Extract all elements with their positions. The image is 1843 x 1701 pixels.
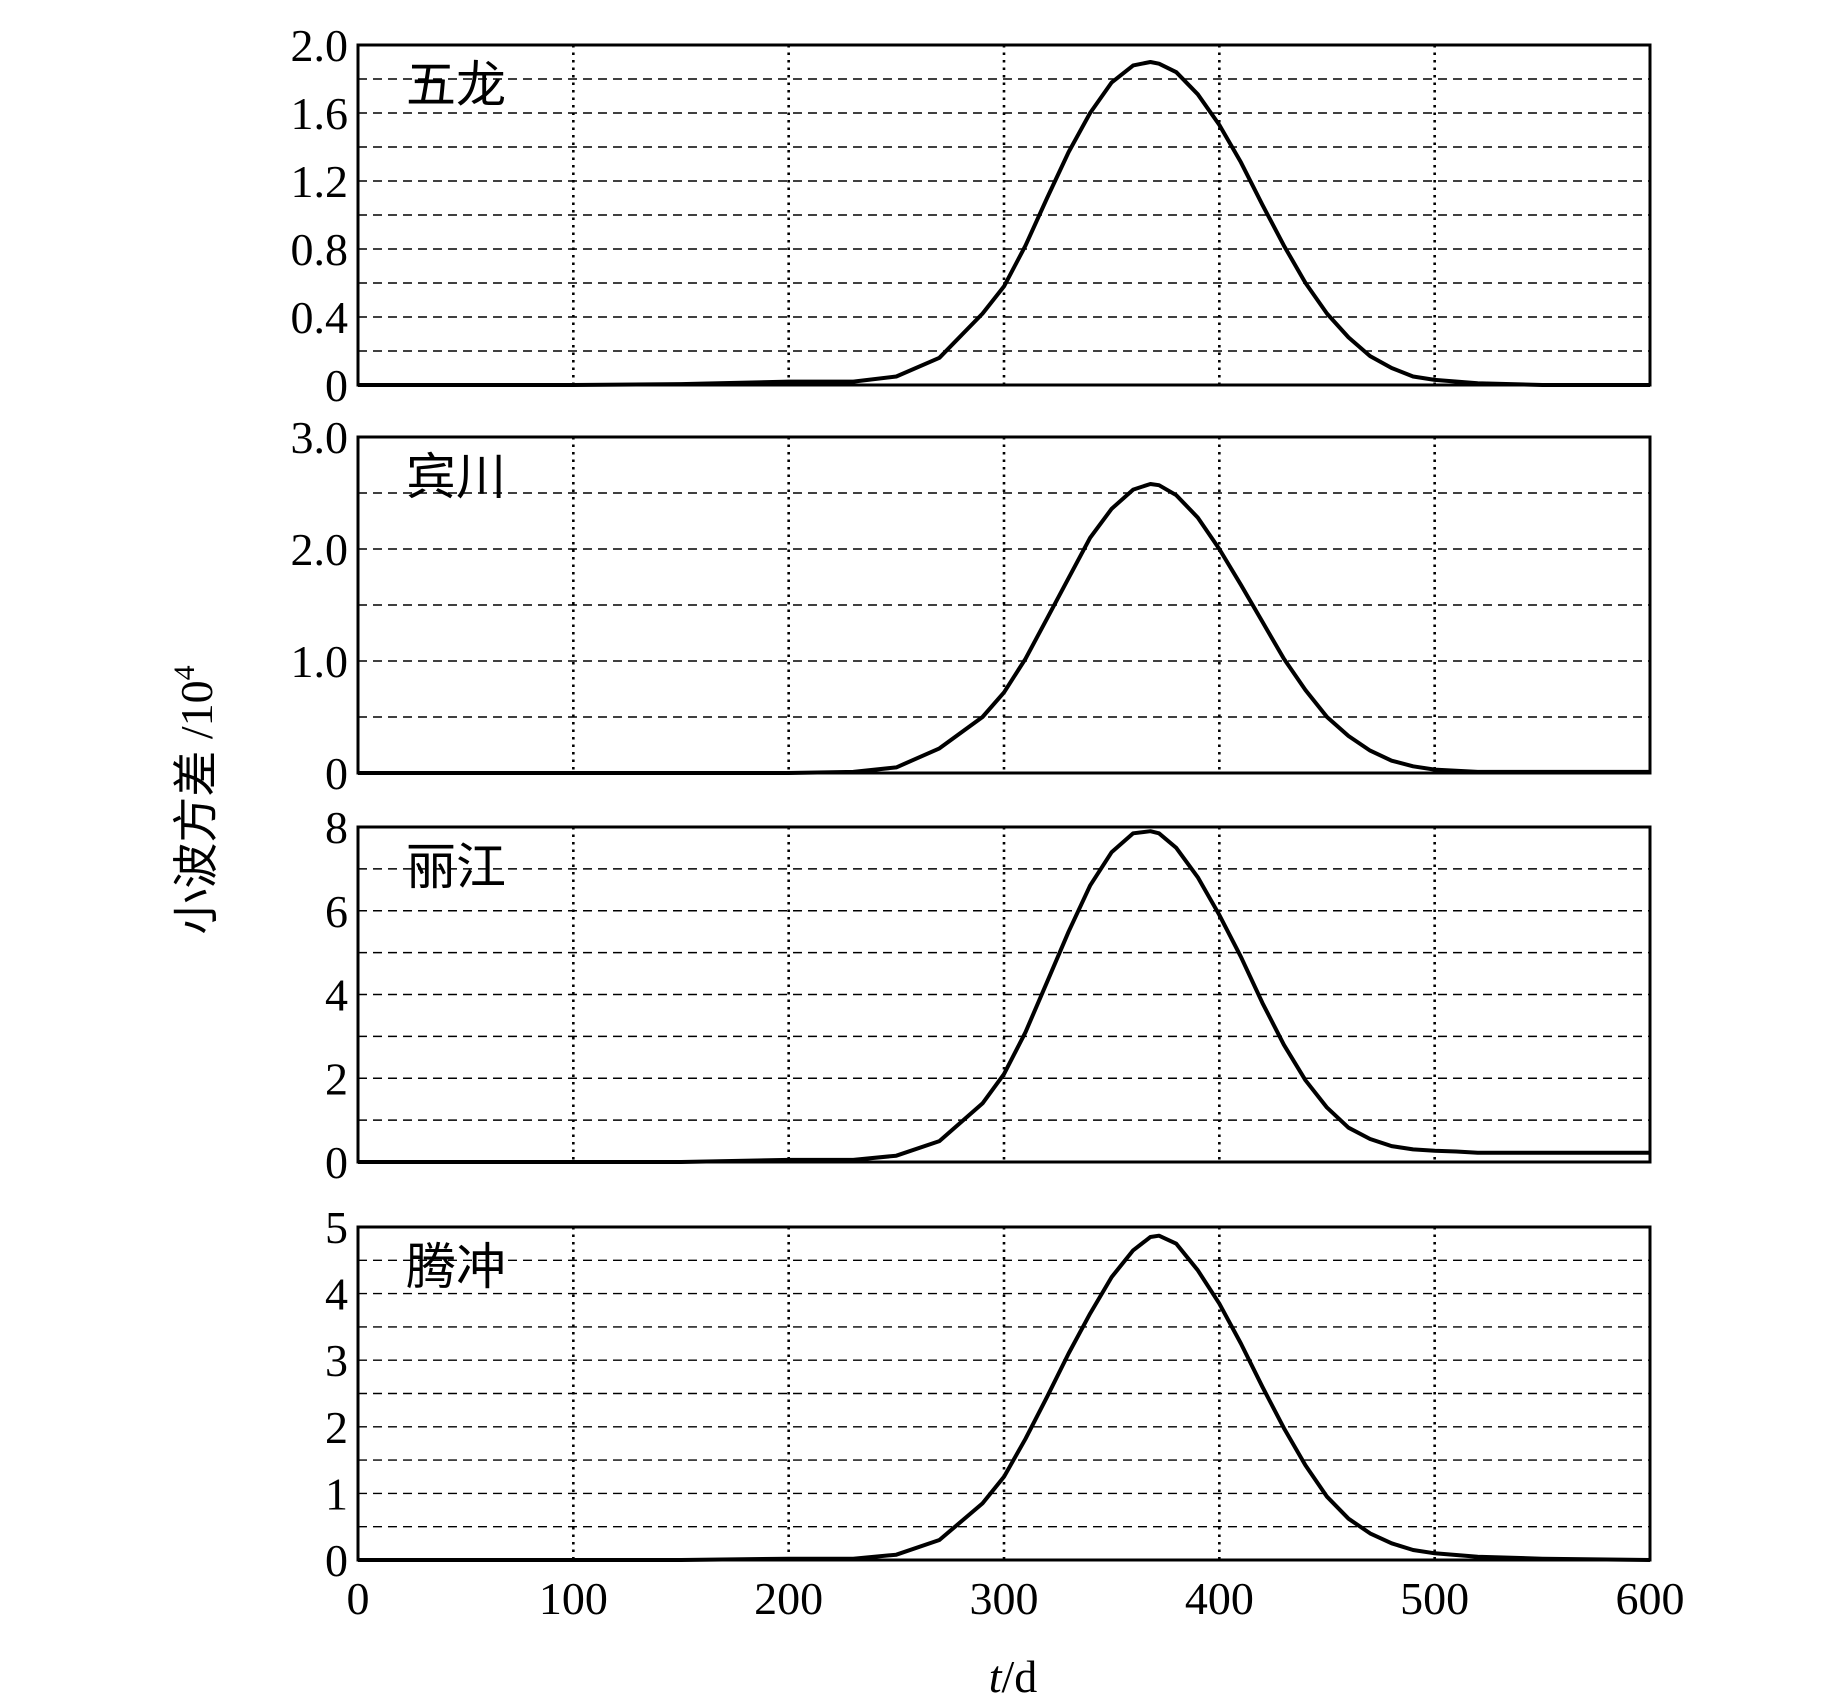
y-tick-label: 2 — [325, 1053, 348, 1104]
panel-4: 0 1 2 3 4 5 腾冲 0 100 200 300 400 500 600 — [325, 1202, 1685, 1624]
y-tick-label: 1.2 — [291, 156, 349, 207]
x-axis-label-unit: /d — [1002, 1651, 1038, 1701]
y-tick-label: 4 — [325, 970, 348, 1021]
series-line — [358, 482, 1650, 775]
y-tick-label: 1 — [325, 1468, 348, 1519]
x-tick-label: 600 — [1616, 1573, 1685, 1624]
panel-1: 0 0.4 0.8 1.2 1.6 2.0 五龙 — [291, 20, 1652, 411]
y-axis-label: 小波方差 /104 — [168, 665, 222, 934]
y-tick-label: 0 — [325, 748, 348, 799]
y-axis-label-text: 小波方差 /10 — [171, 680, 222, 934]
y-tick-label: 6 — [325, 886, 348, 937]
x-tick-label: 100 — [539, 1573, 608, 1624]
y-tick-label: 0.4 — [291, 292, 349, 343]
panel-3: 0 2 4 6 8 丽江 — [325, 802, 1652, 1188]
x-axis-label: t/d — [989, 1651, 1038, 1701]
y-tick-label: 2.0 — [291, 20, 349, 71]
x-axis-label-variable: t — [989, 1651, 1003, 1701]
panel-label: 五龙 — [406, 57, 506, 113]
y-tick-label: 4 — [325, 1269, 348, 1320]
x-tick-label: 500 — [1400, 1573, 1469, 1624]
x-tick-label: 300 — [970, 1573, 1039, 1624]
panel-label: 丽江 — [406, 839, 506, 895]
y-tick-label: 0 — [325, 1535, 348, 1586]
plot-frame — [356, 435, 1652, 775]
y-tick-label: 5 — [325, 1202, 348, 1253]
y-tick-label: 3 — [325, 1335, 348, 1386]
plot-frame — [356, 825, 1652, 1164]
chart-panels: 0 0.4 0.8 1.2 1.6 2.0 五龙 0 1.0 2.0 3.0 宾川 0 2 4 6 8 丽江 0 1 2… — [291, 20, 1685, 1624]
y-tick-label: 0 — [325, 360, 348, 411]
y-tick-label: 0 — [325, 1137, 348, 1188]
series-line — [358, 60, 1650, 387]
y-tick-label: 0.8 — [291, 224, 349, 275]
series-line — [358, 1233, 1651, 1562]
x-tick-label: 200 — [754, 1573, 823, 1624]
x-tick-label: 0 — [347, 1573, 370, 1624]
panel-2: 0 1.0 2.0 3.0 宾川 — [291, 412, 1652, 799]
plot-frame — [356, 1225, 1652, 1562]
y-tick-label: 3.0 — [291, 412, 349, 463]
x-tick-label: 400 — [1185, 1573, 1254, 1624]
y-tick-label: 8 — [325, 802, 348, 853]
y-tick-label: 2 — [325, 1402, 348, 1453]
panel-label: 宾川 — [406, 449, 506, 505]
y-tick-label: 1.0 — [291, 636, 349, 687]
y-tick-label: 2.0 — [291, 524, 349, 575]
y-axis-label-exponent: 4 — [168, 665, 201, 680]
panel-label: 腾冲 — [406, 1239, 506, 1295]
plot-frame — [356, 43, 1652, 387]
y-tick-label: 1.6 — [291, 88, 349, 139]
series-line — [358, 829, 1650, 1164]
